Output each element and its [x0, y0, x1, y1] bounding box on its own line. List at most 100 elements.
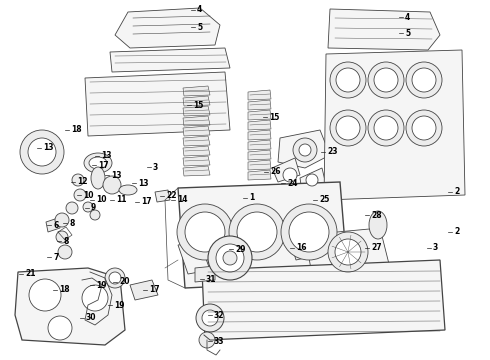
Polygon shape	[248, 120, 271, 130]
Circle shape	[406, 110, 442, 146]
Circle shape	[208, 236, 252, 280]
Text: 3: 3	[153, 162, 158, 171]
Text: 24: 24	[287, 179, 297, 188]
Polygon shape	[183, 146, 210, 156]
Polygon shape	[15, 268, 125, 345]
Text: 19: 19	[96, 280, 106, 289]
Text: 14: 14	[177, 195, 188, 204]
Circle shape	[330, 62, 366, 98]
Text: 22: 22	[166, 192, 176, 201]
Text: 5: 5	[405, 28, 410, 37]
Text: 32: 32	[214, 310, 224, 320]
Text: 13: 13	[111, 171, 122, 180]
Polygon shape	[202, 260, 445, 340]
Circle shape	[237, 212, 277, 252]
Text: 13: 13	[138, 179, 148, 188]
Text: 20: 20	[119, 278, 129, 287]
Polygon shape	[248, 160, 271, 170]
Circle shape	[109, 272, 121, 284]
Polygon shape	[183, 166, 210, 176]
Circle shape	[74, 189, 86, 201]
Ellipse shape	[84, 153, 112, 173]
Polygon shape	[195, 266, 215, 282]
Polygon shape	[248, 150, 271, 160]
Polygon shape	[183, 106, 210, 116]
Circle shape	[185, 212, 225, 252]
Text: 10: 10	[83, 190, 94, 199]
Text: 27: 27	[371, 243, 382, 252]
Text: 31: 31	[206, 274, 217, 284]
Ellipse shape	[91, 167, 105, 189]
Circle shape	[56, 231, 68, 243]
Text: 4: 4	[197, 5, 202, 14]
Text: 15: 15	[193, 100, 203, 109]
Text: 8: 8	[69, 219, 74, 228]
Circle shape	[202, 310, 218, 326]
Circle shape	[28, 138, 56, 166]
Text: 18: 18	[59, 285, 70, 294]
Polygon shape	[178, 242, 210, 274]
Circle shape	[105, 268, 125, 288]
Polygon shape	[115, 8, 220, 48]
Circle shape	[281, 204, 337, 260]
Text: 15: 15	[269, 112, 279, 122]
Circle shape	[82, 285, 108, 311]
Text: 25: 25	[319, 195, 329, 204]
Circle shape	[229, 204, 285, 260]
Circle shape	[216, 244, 244, 272]
Text: 9: 9	[91, 203, 96, 212]
Circle shape	[29, 279, 61, 311]
Circle shape	[196, 304, 224, 332]
Polygon shape	[248, 170, 271, 180]
Polygon shape	[183, 96, 210, 106]
Circle shape	[412, 68, 436, 92]
Text: 23: 23	[327, 148, 338, 157]
Text: 2: 2	[454, 228, 459, 237]
Text: 17: 17	[149, 285, 160, 294]
Text: 13: 13	[101, 152, 112, 161]
Text: 10: 10	[96, 195, 106, 204]
Circle shape	[330, 110, 366, 146]
Circle shape	[293, 138, 317, 162]
Circle shape	[336, 68, 360, 92]
Text: 8: 8	[63, 237, 69, 246]
Polygon shape	[300, 168, 326, 192]
Text: 5: 5	[197, 22, 202, 31]
Text: 21: 21	[25, 270, 35, 279]
Text: 7: 7	[53, 252, 58, 261]
Circle shape	[58, 245, 72, 259]
Circle shape	[412, 116, 436, 140]
Polygon shape	[248, 110, 271, 120]
Text: 6: 6	[53, 220, 58, 230]
Polygon shape	[324, 50, 465, 200]
Polygon shape	[305, 228, 390, 275]
Ellipse shape	[369, 211, 387, 239]
Text: 19: 19	[114, 301, 124, 310]
Circle shape	[299, 144, 311, 156]
Circle shape	[283, 168, 297, 182]
Circle shape	[406, 62, 442, 98]
Circle shape	[48, 316, 72, 340]
Ellipse shape	[119, 185, 137, 195]
Polygon shape	[110, 48, 230, 72]
Polygon shape	[46, 218, 60, 232]
Polygon shape	[248, 130, 271, 140]
Circle shape	[199, 332, 215, 348]
Polygon shape	[183, 126, 210, 136]
Polygon shape	[248, 140, 271, 150]
Polygon shape	[328, 9, 440, 50]
Text: 17: 17	[141, 198, 151, 207]
Polygon shape	[290, 235, 318, 260]
Circle shape	[55, 213, 69, 227]
Circle shape	[289, 212, 329, 252]
Text: 28: 28	[371, 211, 382, 220]
Polygon shape	[178, 182, 348, 288]
Polygon shape	[278, 130, 330, 168]
Circle shape	[328, 232, 368, 272]
Circle shape	[336, 116, 360, 140]
Polygon shape	[85, 72, 230, 136]
Text: 13: 13	[43, 144, 53, 153]
Circle shape	[72, 174, 84, 186]
Text: 33: 33	[214, 337, 224, 346]
Polygon shape	[248, 90, 271, 100]
